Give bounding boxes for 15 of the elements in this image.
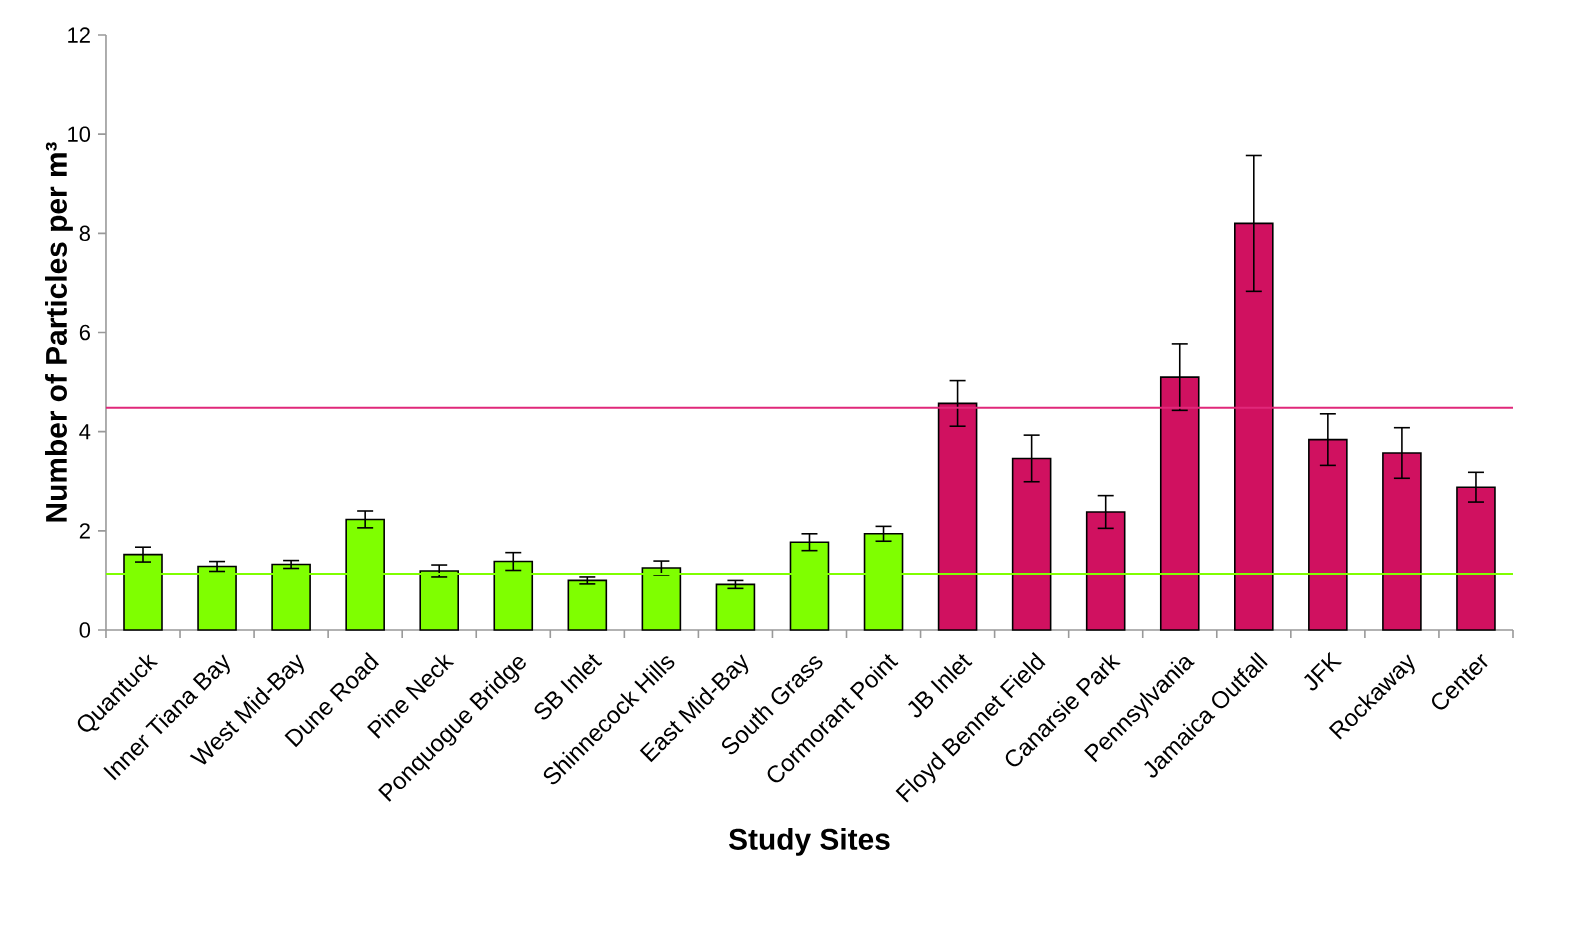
- x-axis-title: Study Sites: [728, 827, 890, 856]
- y-tick-label: 4: [79, 424, 91, 440]
- y-tick-label: 10: [68, 126, 91, 142]
- x-tick-label: JB Inlet: [908, 654, 973, 718]
- y-tick-label: 8: [79, 225, 90, 242]
- bar: [1011, 457, 1052, 631]
- bar: [567, 579, 608, 631]
- y-tick-label: 2: [79, 523, 90, 539]
- y-tick-label: 6: [79, 324, 90, 341]
- bar: [715, 583, 756, 631]
- y-axis-title: Number of Particles per m³: [45, 142, 73, 522]
- y-tick-label: 12: [68, 27, 90, 43]
- y-tick-label: 0: [79, 622, 91, 638]
- bar: [1234, 222, 1274, 631]
- bar: [937, 402, 978, 631]
